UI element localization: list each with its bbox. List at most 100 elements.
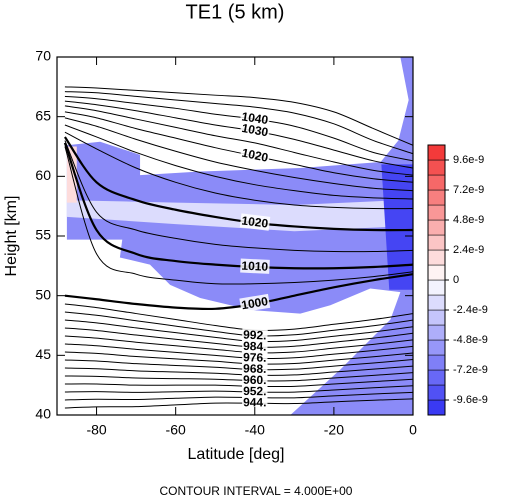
contour-label: 1030 bbox=[241, 121, 270, 140]
colorbar-swatch bbox=[427, 144, 446, 161]
contour-line bbox=[64, 335, 413, 354]
colorbar-tick-label: -2.4e-9 bbox=[453, 304, 488, 316]
contour-line bbox=[64, 327, 413, 348]
contour-label-bg bbox=[242, 383, 268, 399]
contour-label-group: 1000 bbox=[239, 293, 271, 313]
contour-label: 976. bbox=[243, 350, 267, 365]
chart-title: TE1 (5 km) bbox=[186, 1, 285, 23]
contour-label-group: 1020 bbox=[239, 213, 271, 231]
contour-line bbox=[64, 124, 413, 200]
colorbar-swatch bbox=[427, 159, 446, 176]
shading bbox=[66, 57, 413, 415]
colorbar-swatch bbox=[427, 264, 446, 281]
colorbar-swatch bbox=[427, 294, 446, 311]
contour-line bbox=[64, 351, 413, 365]
contour-label: 1020 bbox=[240, 146, 269, 165]
contour-label-group: 1010 bbox=[240, 258, 270, 274]
shaded-region bbox=[66, 57, 413, 415]
contour-line bbox=[64, 359, 413, 371]
contour-label-group: 944. bbox=[242, 395, 268, 410]
y-tick-label: 65 bbox=[35, 107, 51, 123]
y-tick-label: 40 bbox=[35, 406, 51, 422]
contour-label-bg bbox=[239, 213, 271, 231]
contour-label-group: 976. bbox=[241, 350, 268, 365]
contour-line bbox=[64, 117, 413, 192]
contour-label-bg bbox=[241, 361, 268, 377]
x-tick-label: -80 bbox=[86, 422, 106, 438]
contour-label-group: 1030 bbox=[239, 120, 271, 140]
colorbar-swatch bbox=[427, 399, 446, 416]
colorbar-tick-label: 4.8e-9 bbox=[453, 214, 484, 226]
y-tick-label: 70 bbox=[35, 48, 51, 64]
colorbar-tick-label: -4.8e-9 bbox=[453, 334, 488, 346]
contour-line bbox=[64, 398, 413, 409]
x-tick-label: 0 bbox=[409, 422, 417, 438]
colorbar-tick-label: -9.6e-9 bbox=[453, 394, 488, 406]
contour-line bbox=[64, 91, 413, 155]
y-tick-label: 55 bbox=[35, 227, 51, 243]
contour-label: 984. bbox=[243, 339, 267, 354]
contour-line bbox=[64, 131, 413, 210]
contour-label-bg bbox=[241, 372, 268, 388]
y-axis-label: Height [km] bbox=[3, 196, 20, 277]
contour-line bbox=[64, 140, 413, 253]
shaded-region bbox=[66, 200, 400, 232]
contour-label: 952. bbox=[243, 384, 267, 398]
contour-label: 992. bbox=[243, 328, 267, 343]
contour-line bbox=[64, 100, 413, 169]
colorbar-swatch bbox=[427, 204, 446, 221]
contour-line bbox=[64, 273, 413, 311]
contour-line bbox=[64, 391, 413, 401]
contour-label-group: 992. bbox=[241, 327, 268, 343]
colorbar-tick-label: 9.6e-9 bbox=[453, 154, 484, 166]
contour-label-group: 960. bbox=[241, 372, 268, 388]
x-tick-label: -60 bbox=[166, 422, 186, 438]
colorbar-swatch bbox=[427, 339, 446, 356]
contour-line bbox=[64, 343, 413, 359]
contours: 104010301020102010101000992.984.976.968.… bbox=[63, 86, 413, 410]
colorbar-tick-label: 0 bbox=[453, 274, 459, 286]
contour-label-group: 984. bbox=[241, 338, 268, 354]
y-tick-label: 50 bbox=[35, 286, 51, 302]
contour-label: 1000 bbox=[240, 294, 269, 312]
contour-label-bg bbox=[239, 120, 271, 140]
colorbar-tick-label: 2.4e-9 bbox=[453, 244, 484, 256]
contour-label: 1010 bbox=[241, 259, 269, 274]
colorbar-swatch bbox=[427, 234, 446, 251]
contour-line bbox=[64, 319, 413, 343]
colorbar-swatch bbox=[427, 369, 446, 386]
colorbar-swatch bbox=[427, 249, 446, 266]
contour-label-group: 1020 bbox=[239, 145, 271, 166]
contour-label-bg bbox=[240, 258, 270, 274]
axes: -80 -60 -40 -20 0 40 45 50 55 60 65 70 -9.6e-9 -7.2e-… bbox=[35, 48, 487, 438]
contour-label-bg bbox=[241, 350, 268, 365]
contour-label: 1020 bbox=[241, 214, 270, 231]
shaded-region bbox=[381, 164, 413, 290]
contour-line bbox=[64, 365, 413, 376]
colorbar-swatch bbox=[427, 354, 446, 371]
colorbar-swatch bbox=[427, 174, 446, 191]
colorbar-swatch bbox=[427, 189, 446, 206]
y-tick-label: 45 bbox=[35, 346, 51, 362]
contour-label-bg bbox=[242, 395, 268, 410]
x-axis-label: Latitude [deg] bbox=[188, 446, 285, 463]
colorbar-tick-label: 7.2e-9 bbox=[453, 184, 484, 196]
colorbar-swatch bbox=[427, 324, 446, 341]
contour-line bbox=[64, 372, 413, 382]
contour-line bbox=[64, 146, 413, 285]
footer: CONTOUR INTERVAL = 4.000E+00 bbox=[160, 484, 353, 498]
colorbar-swatch bbox=[427, 219, 446, 236]
contour-line bbox=[64, 385, 413, 393]
colorbar-swatch bbox=[427, 309, 446, 326]
x-tick-label: -40 bbox=[245, 422, 265, 438]
contour-label: 968. bbox=[243, 361, 267, 376]
colorbar-swatch bbox=[427, 279, 446, 296]
contour-label: 960. bbox=[243, 373, 267, 387]
contour-line bbox=[63, 142, 413, 270]
contour-label-bg bbox=[241, 338, 268, 354]
colorbar-tick-label: -7.2e-9 bbox=[453, 364, 488, 376]
contour-label-group: 952. bbox=[242, 383, 268, 399]
contour-line bbox=[64, 311, 413, 337]
contour-line bbox=[64, 111, 413, 183]
colorbar-swatch bbox=[427, 384, 446, 401]
